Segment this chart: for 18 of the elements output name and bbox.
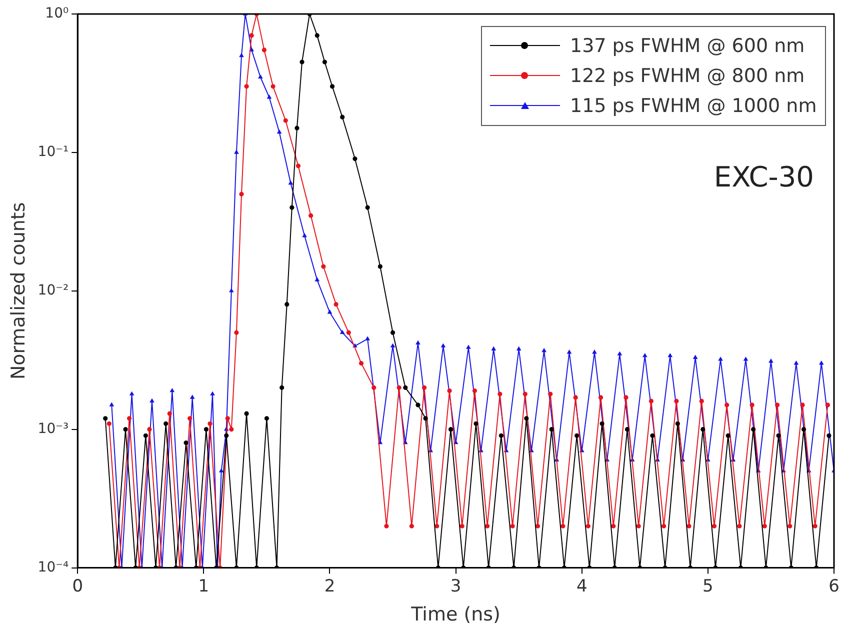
legend-label: 122 ps FWHM @ 800 nm (570, 65, 805, 87)
y-tick-label: 10⁻² (38, 282, 69, 299)
y-tick-label: 10⁻³ (38, 420, 69, 437)
y-tick-label: 10⁰ (45, 6, 69, 22)
x-tick-label: 6 (828, 576, 840, 596)
legend-label: 137 ps FWHM @ 600 nm (570, 35, 805, 57)
legend-label: 115 ps FWHM @ 1000 nm (570, 95, 817, 117)
y-axis-title: Normalized counts (7, 202, 30, 380)
x-tick-label: 5 (702, 576, 714, 596)
x-axis-title: Time (ns) (410, 604, 500, 626)
x-tick-label: 4 (576, 576, 588, 596)
y-tick-label: 10⁻¹ (38, 144, 69, 160)
x-tick-label: 3 (450, 576, 462, 596)
y-tick-label: 10⁻⁴ (38, 559, 69, 576)
x-tick-label: 1 (198, 576, 210, 596)
annotation: EXC-30 (714, 160, 814, 194)
x-tick-label: 2 (324, 576, 336, 596)
x-tick-label: 0 (72, 576, 84, 596)
